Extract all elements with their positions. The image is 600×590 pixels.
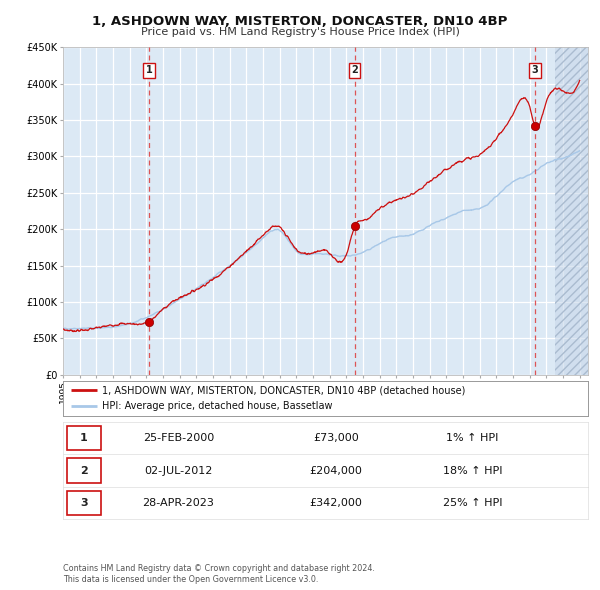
Text: £73,000: £73,000 xyxy=(313,433,359,443)
FancyBboxPatch shape xyxy=(67,491,101,515)
Text: 1, ASHDOWN WAY, MISTERTON, DONCASTER, DN10 4BP: 1, ASHDOWN WAY, MISTERTON, DONCASTER, DN… xyxy=(92,15,508,28)
Text: 25-FEB-2000: 25-FEB-2000 xyxy=(143,433,214,443)
Text: HPI: Average price, detached house, Bassetlaw: HPI: Average price, detached house, Bass… xyxy=(103,401,333,411)
Text: 3: 3 xyxy=(532,65,539,75)
Text: 2: 2 xyxy=(351,65,358,75)
Text: This data is licensed under the Open Government Licence v3.0.: This data is licensed under the Open Gov… xyxy=(63,575,319,584)
Text: £342,000: £342,000 xyxy=(310,498,362,508)
Text: Price paid vs. HM Land Registry's House Price Index (HPI): Price paid vs. HM Land Registry's House … xyxy=(140,27,460,37)
Text: 18% ↑ HPI: 18% ↑ HPI xyxy=(443,466,502,476)
Text: 1: 1 xyxy=(80,433,88,443)
Text: 1: 1 xyxy=(145,65,152,75)
Text: 2: 2 xyxy=(80,466,88,476)
Text: Contains HM Land Registry data © Crown copyright and database right 2024.: Contains HM Land Registry data © Crown c… xyxy=(63,565,375,573)
Text: 1, ASHDOWN WAY, MISTERTON, DONCASTER, DN10 4BP (detached house): 1, ASHDOWN WAY, MISTERTON, DONCASTER, DN… xyxy=(103,385,466,395)
Bar xyxy=(554,47,588,375)
FancyBboxPatch shape xyxy=(67,426,101,450)
Text: 3: 3 xyxy=(80,498,88,508)
FancyBboxPatch shape xyxy=(67,458,101,483)
Text: 02-JUL-2012: 02-JUL-2012 xyxy=(145,466,212,476)
Text: 25% ↑ HPI: 25% ↑ HPI xyxy=(443,498,502,508)
Text: 28-APR-2023: 28-APR-2023 xyxy=(143,498,214,508)
Text: £204,000: £204,000 xyxy=(310,466,362,476)
Text: 1% ↑ HPI: 1% ↑ HPI xyxy=(446,433,499,443)
Bar xyxy=(554,47,588,375)
